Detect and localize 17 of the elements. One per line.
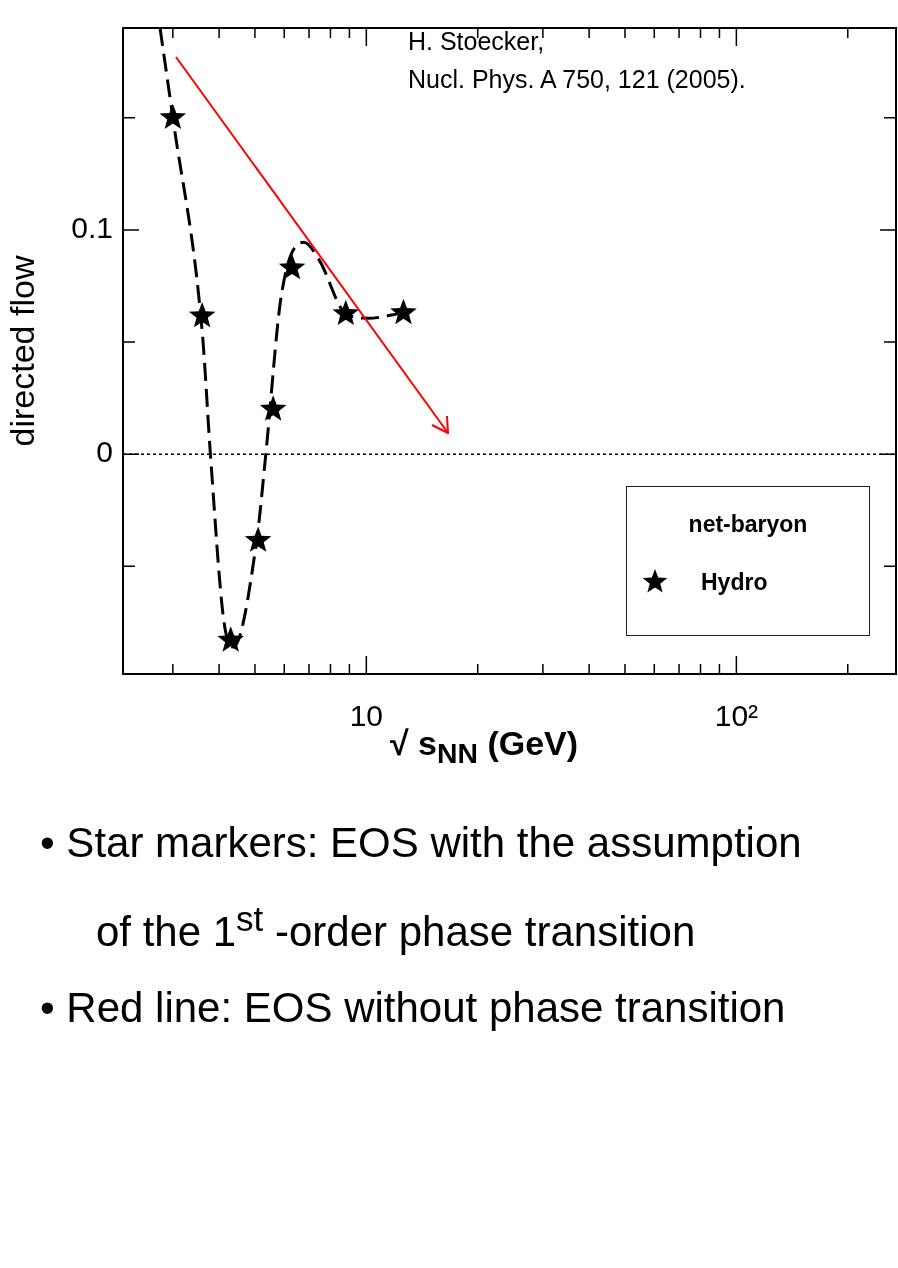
text: • Star markers: EOS with the assumption of the 1$^{st}$ -order phase transition: [40, 818, 803, 957]
annotation: H. Stoecker, Nucl. Phys. A 750, 121 (2005).: [408, 26, 746, 95]
point: [188, 302, 216, 328]
legend-label: Hydro: [701, 568, 768, 596]
x-axis-title: √ s$_{NN}$ (GeV): [390, 724, 579, 770]
x-tick-label: 10²: [714, 699, 759, 733]
point: [159, 103, 187, 130]
y-tick-label: 0.1: [71, 211, 113, 245]
point: [244, 526, 272, 552]
legend-title: net-baryon: [687, 511, 809, 538]
y-tick-label: 0: [96, 435, 113, 469]
legend-box: net-baryon Hydro: [626, 486, 870, 636]
x-tick-label: 10: [349, 699, 384, 733]
text: • Red line: EOS without phase transition: [40, 983, 787, 1033]
y-axis-title: directed flow: [2, 255, 41, 447]
point: [332, 299, 360, 326]
point: [217, 626, 245, 652]
